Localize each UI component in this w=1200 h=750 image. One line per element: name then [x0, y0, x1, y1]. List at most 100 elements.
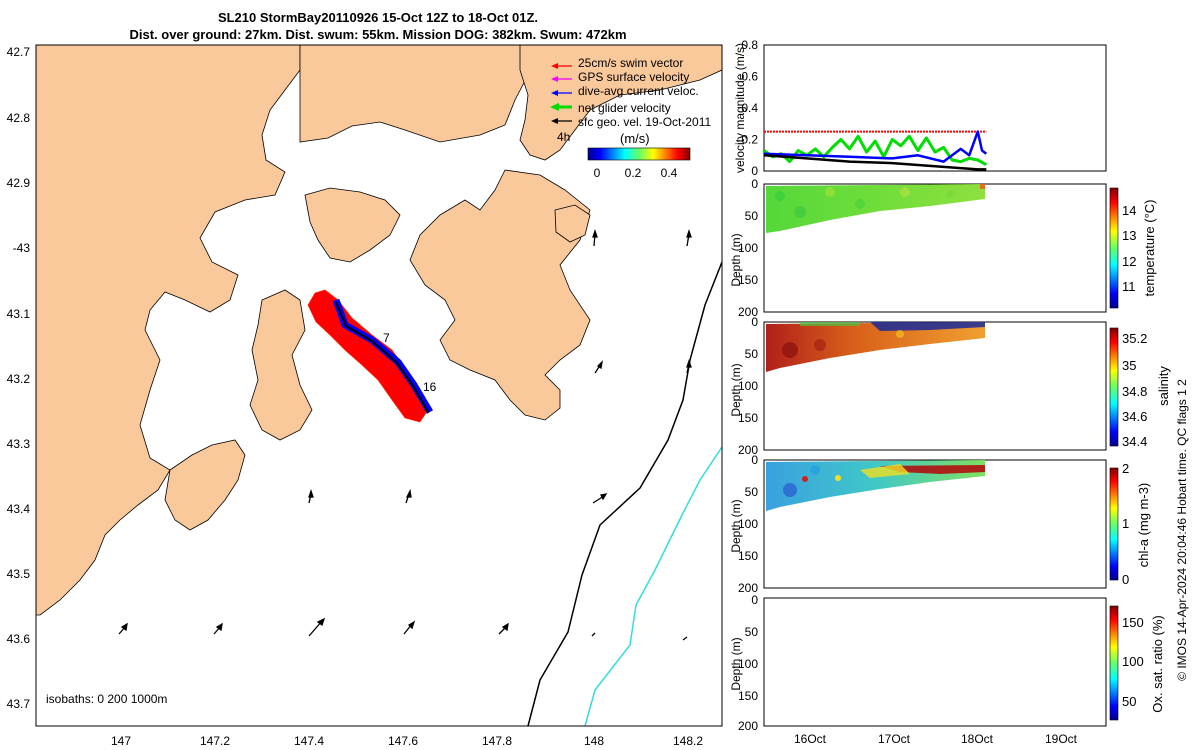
temperature-cb-tick-11: 11 [1122, 279, 1136, 294]
velocity-series-sfc-geo [764, 154, 987, 171]
oxygen-ylabel: Depth (m) [729, 637, 743, 690]
map-legend: 25cm/s swim vector GPS surface velocity … [550, 56, 712, 129]
oxygen-y-tick-150: 150 [738, 689, 758, 703]
velocity-panel: 0 0.2 0.4 0.6 0.8 velocity magnitude (m/… [733, 38, 1107, 178]
temperature-cb-tick-14: 14 [1122, 203, 1136, 218]
temperature-section [766, 184, 985, 233]
velocity-y-tick-0.2: 0.2 [741, 133, 758, 147]
land-bruny [249, 289, 313, 441]
glider-track: 7 16 [307, 289, 437, 423]
temperature-texture [775, 184, 985, 218]
chla-y-tick-150: 150 [738, 549, 758, 563]
map-panel: 7 16 25cm/s swim vector [7, 44, 723, 748]
isobath-1000m [584, 446, 723, 727]
x-tick-19Oct: 19Oct [1045, 732, 1078, 746]
map-y-tick-43.3: 43.3 [7, 437, 31, 451]
x-tick-17Oct: 17Oct [878, 732, 911, 746]
velocity-ylabel: velocity magnitude (m/s) [733, 43, 747, 173]
track-label-16: 16 [423, 380, 437, 394]
chla-texture [783, 464, 985, 497]
salinity-y-tick-150: 150 [738, 411, 758, 425]
track-line [335, 301, 429, 414]
salinity-y-tick-50: 50 [745, 347, 759, 361]
title-line-1: SL210 StormBay20110926 15-Oct 12Z to 18-… [218, 10, 538, 25]
land-small-islet [554, 204, 591, 243]
map-frame [35, 44, 723, 727]
chla-y-ticks: 0 50 100 150 200 [738, 453, 758, 595]
chla-y-tick-100: 100 [738, 517, 758, 531]
map-y-tick-43.1: 43.1 [7, 307, 31, 321]
oxygen-colorbar [1109, 605, 1119, 721]
colorbar-tick-0: 0 [594, 166, 601, 180]
colorbar-time-label: 4h [557, 130, 570, 144]
chla-cb-tick-1: 1 [1122, 516, 1129, 531]
map-y-tick-43.5: 43.5 [7, 567, 31, 581]
oxygen-y-tick-100: 100 [738, 657, 758, 671]
isobath-200m [527, 261, 723, 727]
oxygen-cb-tick-100: 100 [1122, 654, 1144, 669]
map-x-tick-147: 147 [111, 734, 131, 748]
land-central-east [299, 45, 531, 143]
chla-y-tick-50: 50 [745, 485, 759, 499]
salinity-ylabel: Depth (m) [729, 363, 743, 416]
oxygen-y-tick-0: 0 [751, 593, 758, 607]
oxygen-y-tick-200: 200 [738, 719, 758, 733]
temperature-y-ticks: 0 50 100 150 200 [738, 177, 758, 319]
legend-dive-avg: dive-avg current veloc. [578, 84, 699, 98]
map-y-tick-42.9: 42.9 [7, 176, 31, 190]
chla-cb-tick-0: 0 [1122, 572, 1129, 587]
map-x-tick-147.2: 147.2 [200, 734, 230, 748]
salinity-cb-tick-34.4: 34.4 [1122, 434, 1147, 449]
oxygen-y-tick-50: 50 [745, 625, 759, 639]
salinity-cb-tick-35: 35 [1122, 358, 1136, 373]
legend-swim-vector: 25cm/s swim vector [578, 56, 683, 70]
chla-panel: 0 50 100 150 200 Depth (m) 0 1 2 chl-a (… [729, 453, 1151, 595]
temperature-y-tick-50: 50 [745, 209, 759, 223]
legend-gps-velocity: GPS surface velocity [578, 70, 689, 84]
map-y-tick-42.8: 42.8 [7, 111, 31, 125]
land-west [36, 45, 301, 616]
velocity-series-net-glider [764, 134, 988, 167]
oxygen-y-ticks: 0 50 100 150 200 [738, 593, 758, 733]
map-x-tick-147.4: 147.4 [294, 734, 324, 748]
chla-cb-label: chl-a (mg m-3) [1136, 483, 1151, 568]
map-x-tick-147.8: 147.8 [482, 734, 512, 748]
velocity-series-dive-avg [764, 130, 988, 163]
track-label-7: 7 [383, 331, 390, 345]
land-east-block [409, 169, 591, 421]
title-line-2: Dist. over ground: 27km. Dist. swum: 55k… [129, 27, 626, 42]
salinity-cb-tick-35.2: 35.2 [1122, 331, 1147, 346]
temperature-cb-tick-12: 12 [1122, 254, 1136, 269]
oxygen-frame [763, 597, 1107, 727]
salinity-y-tick-100: 100 [738, 379, 758, 393]
temperature-ylabel: Depth (m) [729, 233, 743, 286]
salinity-panel: 0 50 100 150 200 Depth (m) 34.4 34.6 34.… [729, 315, 1171, 457]
salinity-cb-label: salinity [1156, 366, 1171, 406]
land-peninsula-south [164, 439, 246, 531]
temperature-colorbar [1109, 187, 1119, 309]
x-tick-18Oct: 18Oct [961, 732, 994, 746]
map-y-tick-43: -43 [13, 241, 31, 255]
land-middle-island [304, 187, 401, 263]
temperature-panel: 0 50 100 150 200 Depth (m) 11 12 13 14 t… [729, 177, 1157, 319]
temperature-y-tick-200: 200 [738, 305, 758, 319]
map-x-tick-148.2: 148.2 [673, 734, 703, 748]
land-northeast [519, 45, 722, 161]
salinity-cb-tick-34.8: 34.8 [1122, 384, 1147, 399]
colorbar-tick-0.4: 0.4 [661, 166, 678, 180]
legend-net-glider: net glider velocity [578, 101, 671, 115]
chla-y-tick-200: 200 [738, 581, 758, 595]
salinity-cb-tick-34.6: 34.6 [1122, 409, 1147, 424]
salinity-section [766, 322, 985, 372]
colorbar-tick-0.2: 0.2 [625, 166, 642, 180]
temperature-y-tick-0: 0 [751, 177, 758, 191]
map-x-ticks: 147 147.2 147.4 147.6 147.8 148 148.2 [111, 734, 703, 748]
chla-colorbar [1109, 467, 1119, 581]
copyright-side-note: © IMOS 14-Apr-2024 20:04:46 Hobart time.… [1175, 379, 1189, 681]
velocity-y-tick-0.6: 0.6 [741, 70, 758, 84]
oxygen-colorbar-ticks: 50 100 150 [1122, 615, 1144, 709]
chla-y-tick-0: 0 [751, 453, 758, 467]
oxygen-cb-label: Ox. sat. ratio (%) [1150, 615, 1165, 713]
oxygen-cb-tick-50: 50 [1122, 694, 1136, 709]
